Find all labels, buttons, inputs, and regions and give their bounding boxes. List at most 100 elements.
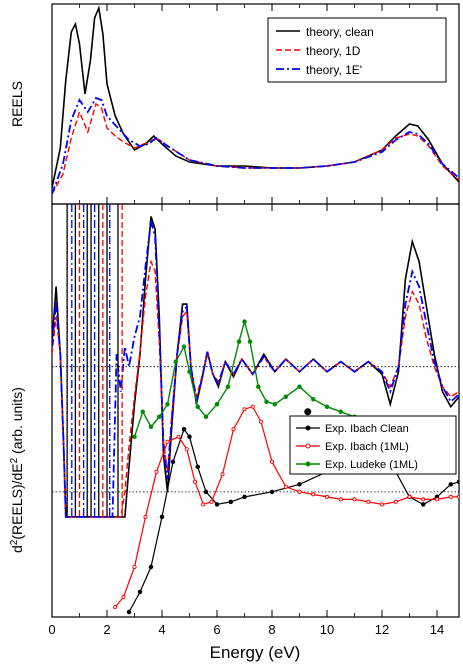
top-legend: theory, clean theory, 1D theory, 1E' — [267, 17, 447, 83]
exp-marker — [297, 489, 302, 494]
exp-marker — [338, 409, 344, 415]
exp-marker — [352, 497, 357, 502]
legend-label-1d: theory, 1D — [306, 44, 361, 58]
exp-marker — [264, 399, 269, 404]
exp-marker — [187, 434, 192, 440]
legend-marker — [305, 425, 311, 431]
exp-marker — [393, 499, 398, 504]
x-tick-label: 12 — [375, 622, 389, 637]
x-tick-label: 6 — [213, 622, 220, 637]
x-tick-label: 2 — [103, 622, 110, 637]
legend-label-1e: theory, 1E' — [306, 63, 362, 77]
exp-marker — [242, 407, 247, 412]
exp-marker — [156, 414, 162, 420]
exp-marker — [269, 489, 275, 495]
exp-marker — [173, 359, 178, 364]
x-tick-label: 0 — [48, 622, 55, 637]
exp-marker — [421, 497, 426, 502]
exp-marker — [184, 447, 189, 452]
exp-marker — [132, 434, 137, 440]
exp-marker — [434, 497, 440, 502]
exp-marker — [456, 494, 459, 499]
exp-marker — [258, 419, 264, 424]
exp-marker — [195, 464, 200, 470]
exp-marker — [247, 339, 253, 344]
exp-marker — [148, 564, 154, 570]
x-axis-label: Energy (eV) — [210, 643, 301, 662]
x-tick-label: 4 — [158, 622, 165, 637]
bottom-series-theory-clean — [52, 216, 459, 518]
exp-marker — [165, 439, 170, 444]
exp-marker — [121, 594, 126, 600]
exp-marker — [242, 494, 247, 500]
bottom-panel-frame — [51, 203, 460, 618]
exp-marker — [181, 427, 187, 432]
bottom-y-axis-label: d2(REELS)/dE2 (arb. units) — [9, 387, 26, 553]
legend-label-ibach-1ml: Exp. Ibach (1ML) — [325, 441, 409, 453]
bottom-legend: Exp. Ibach Clean Exp. Ibach (1ML) Exp. L… — [289, 415, 457, 475]
exp-marker — [165, 401, 170, 407]
x-tick-label: 8 — [268, 622, 275, 637]
exp-marker — [338, 497, 343, 502]
exp-marker — [137, 589, 143, 595]
top-series-theory-1d — [52, 102, 459, 195]
exp-marker — [379, 502, 385, 507]
exp-marker — [209, 499, 214, 504]
annotation-dot — [304, 408, 312, 416]
exp-marker — [113, 604, 118, 610]
exp-marker — [201, 502, 206, 507]
exp-marker — [214, 502, 220, 507]
bottom-series-theory-1d — [52, 259, 459, 518]
exp-marker — [170, 459, 176, 465]
exp-marker — [203, 489, 209, 495]
bottom-series-theory-1e — [52, 221, 459, 518]
exp-marker — [140, 409, 145, 415]
exp-marker — [132, 564, 137, 569]
exp-marker — [297, 482, 302, 487]
exp-marker — [228, 499, 233, 505]
x-tick-label: 10 — [320, 622, 334, 637]
exp-marker — [297, 384, 302, 389]
exp-marker — [456, 479, 459, 485]
exp-marker — [324, 404, 330, 409]
top-series-theory-clean — [52, 5, 459, 189]
exp-marker — [181, 344, 187, 349]
exp-marker — [220, 472, 225, 477]
exp-marker — [225, 384, 231, 389]
exp-marker — [250, 404, 255, 409]
exp-marker — [421, 502, 426, 507]
exp-marker — [311, 492, 316, 497]
exp-marker — [231, 427, 236, 432]
exp-marker — [187, 369, 192, 374]
legend-marker — [305, 461, 311, 467]
exp-marker — [272, 401, 278, 407]
exp-marker — [407, 494, 412, 499]
exp-marker — [242, 319, 247, 324]
legend-label-ludeke-1ml: Exp. Ludeke (1ML) — [325, 459, 418, 471]
exp-marker — [256, 384, 261, 389]
exp-marker — [154, 469, 159, 474]
exp-marker — [448, 482, 454, 487]
exp-marker — [143, 514, 148, 519]
exp-marker — [159, 514, 165, 520]
exp-marker — [214, 401, 220, 407]
legend-label-ibach-clean: Exp. Ibach Clean — [325, 423, 409, 435]
legend-marker — [305, 443, 311, 449]
exp-marker — [269, 459, 275, 464]
exp-marker — [448, 494, 453, 499]
exp-marker — [366, 499, 371, 504]
exp-marker — [126, 609, 132, 615]
legend-label-clean: theory, clean — [306, 25, 374, 39]
exp-marker — [283, 484, 288, 489]
exp-marker — [311, 396, 316, 402]
top-series-theory-1e — [52, 96, 459, 195]
exp-marker — [176, 434, 181, 439]
exp-marker — [192, 479, 198, 484]
top-y-axis-label: REELS — [9, 81, 25, 127]
exp-marker — [236, 339, 242, 344]
exp-marker — [203, 414, 209, 420]
exp-marker — [283, 394, 289, 399]
exp-markers — [113, 319, 459, 615]
exp-marker — [195, 404, 200, 409]
